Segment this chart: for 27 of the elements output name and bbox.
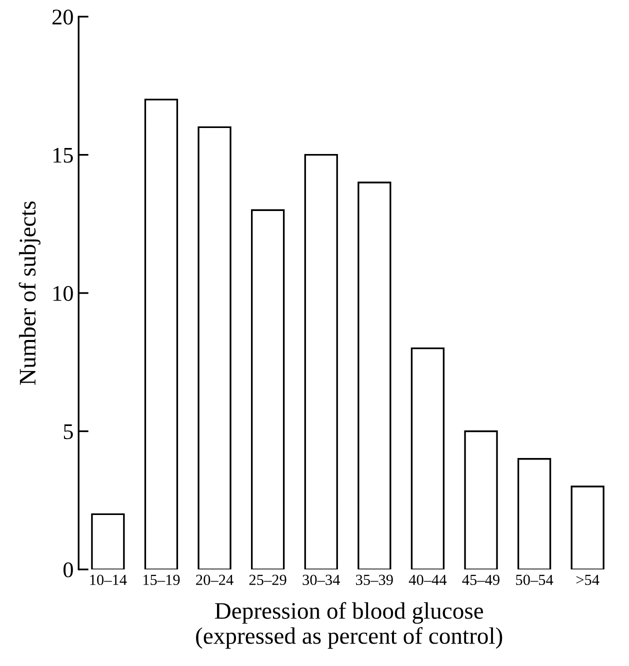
x-tick-label: 40–44 <box>408 574 447 586</box>
x-tick-label: 10–14 <box>90 574 127 586</box>
bar <box>304 154 338 570</box>
y-tick-label: 10 <box>53 286 73 301</box>
bar <box>410 347 445 570</box>
y-tick-label: 5 <box>64 424 73 440</box>
x-tick-label: 15–19 <box>143 574 180 586</box>
x-tick-label: 50–54 <box>516 574 554 586</box>
y-axis-title: Number of subjects <box>18 201 40 385</box>
y-tick-label: 0 <box>64 562 73 578</box>
x-tick-label: 30–34 <box>302 574 340 586</box>
bar <box>464 430 498 570</box>
bar <box>144 98 178 570</box>
x-tick-label: >54 <box>576 574 600 586</box>
y-tick-label: 15 <box>53 148 73 163</box>
x-tick-label: 25–29 <box>249 574 286 586</box>
x-tick-label: 35–39 <box>356 574 393 586</box>
bar <box>358 182 392 570</box>
bar <box>570 486 604 570</box>
x-axis-title: Depression of blood glucose (expressed as percent of control) <box>196 602 502 649</box>
bar <box>91 513 125 570</box>
x-tick-label: 20–24 <box>196 574 234 586</box>
bar <box>198 126 232 570</box>
bar <box>250 209 285 570</box>
x-tick-label: 45–49 <box>462 574 500 586</box>
y-tick-label: 20 <box>52 10 73 25</box>
bar <box>517 458 552 570</box>
